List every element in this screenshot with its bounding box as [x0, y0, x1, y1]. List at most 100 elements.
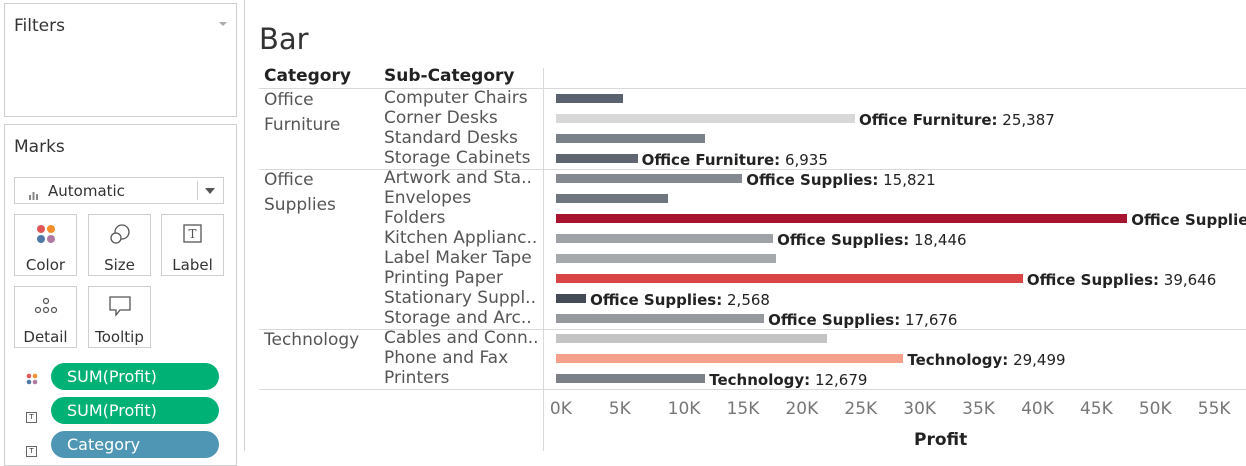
- x-tick-label: 45K: [1079, 399, 1113, 419]
- bar-label-value: 6,935: [780, 151, 828, 169]
- field-pill-category-label[interactable]: Category: [51, 431, 219, 458]
- marks-card: Marks Automatic Color Size T: [4, 124, 237, 466]
- color-icon: [26, 370, 38, 389]
- bar-mark[interactable]: [555, 114, 855, 123]
- filters-shelf[interactable]: Filters: [4, 3, 237, 117]
- subcategory-label[interactable]: Storage and Arc..: [384, 308, 532, 328]
- group-separator: [259, 389, 1246, 390]
- subcategory-label[interactable]: Label Maker Tape: [384, 248, 532, 268]
- bar-data-label: Office Supplies: 39,646: [1027, 271, 1216, 289]
- bar-mark[interactable]: [555, 314, 765, 323]
- bar-data-label: Office Supplies: 15,821: [746, 171, 935, 189]
- subcategory-label[interactable]: Phone and Fax: [384, 348, 509, 368]
- subcategory-label[interactable]: Standard Desks: [384, 128, 518, 148]
- subcategory-header[interactable]: Sub-Category: [384, 66, 515, 86]
- bar-mark[interactable]: [555, 374, 706, 383]
- mark-type-value: Automatic: [48, 182, 125, 200]
- subcategory-label[interactable]: Folders: [384, 208, 446, 228]
- x-tick-label: 55K: [1197, 399, 1231, 419]
- bar-mark[interactable]: [555, 234, 774, 243]
- label-button[interactable]: T Label: [161, 214, 224, 276]
- category-header[interactable]: Category: [264, 66, 351, 86]
- bar-data-label: Office Supplies: 18,446: [777, 231, 966, 249]
- worksheet-view: Bar Category Sub-Category Profit Office …: [244, 0, 1246, 451]
- size-button[interactable]: Size: [88, 214, 151, 276]
- subcategory-label[interactable]: Computer Chairs: [384, 88, 528, 108]
- mark-type-dropdown[interactable]: Automatic: [14, 177, 224, 204]
- bar-label-value: 25,387: [997, 111, 1055, 129]
- sidebar: Filters Marks Automatic Color Size: [0, 0, 241, 466]
- tooltip-button-label: Tooltip: [95, 328, 144, 346]
- color-button-label: Color: [25, 256, 66, 274]
- bar-mark[interactable]: [555, 134, 706, 143]
- x-tick-label: 35K: [962, 399, 995, 419]
- field-pill-sum-profit-color[interactable]: SUM(Profit): [51, 363, 219, 390]
- subcategory-label[interactable]: Cables and Conn..: [384, 328, 539, 348]
- bar-data-label: Office Supplies:: [1131, 211, 1246, 229]
- worksheet-title: Bar: [259, 22, 309, 56]
- marks-title: Marks: [14, 137, 65, 157]
- bar-label-category: Office Supplies:: [768, 311, 901, 329]
- bar-label-category: Technology:: [709, 371, 811, 389]
- pane-left-border: [542, 68, 544, 451]
- subcategory-label[interactable]: Envelopes: [384, 188, 472, 208]
- label-icon: T: [162, 223, 223, 245]
- bar-label-value: 18,446: [909, 231, 967, 249]
- x-tick-label: 5K: [608, 399, 631, 419]
- subcategory-label[interactable]: Printing Paper: [384, 268, 503, 288]
- x-tick-label: 15K: [726, 399, 760, 419]
- bar-data-label: Office Furniture: 25,387: [859, 111, 1055, 129]
- bar-label-value: 15,821: [878, 171, 936, 189]
- bar-label-category: Technology:: [907, 351, 1009, 369]
- tooltip-button[interactable]: Tooltip: [88, 286, 151, 348]
- subcategory-label[interactable]: Kitchen Applianc..: [384, 228, 538, 248]
- category-label[interactable]: Office Furniture: [264, 90, 341, 135]
- pill-row-category: T Category: [14, 431, 229, 458]
- filters-menu-caret-icon[interactable]: [219, 22, 227, 26]
- bar-mark[interactable]: [555, 294, 587, 303]
- field-pill-sum-profit-label[interactable]: SUM(Profit): [51, 397, 219, 424]
- bar-mark[interactable]: [555, 194, 668, 203]
- bar-label-category: Office Supplies:: [777, 231, 910, 249]
- detail-button[interactable]: Detail: [14, 286, 77, 348]
- x-tick-label: 10K: [667, 399, 701, 419]
- svg-text:T: T: [188, 227, 196, 241]
- dropdown-divider: [197, 181, 198, 200]
- bar-mark[interactable]: [555, 214, 1128, 223]
- bar-chart-icon: [29, 186, 39, 204]
- category-label[interactable]: Technology: [264, 330, 360, 350]
- color-button[interactable]: Color: [14, 214, 77, 276]
- bar-data-label: Office Supplies: 17,676: [768, 311, 957, 329]
- size-button-label: Size: [104, 256, 135, 274]
- bar-mark[interactable]: [555, 254, 777, 263]
- bar-label-category: Office Furniture:: [858, 111, 998, 129]
- bar-data-label: Technology: 29,499: [907, 351, 1065, 369]
- chevron-down-icon[interactable]: [205, 188, 215, 194]
- group-separator: [259, 329, 1246, 330]
- size-icon: [89, 223, 150, 245]
- subcategory-label[interactable]: Stationary Suppl..: [384, 288, 536, 308]
- x-tick-label: 25K: [844, 399, 878, 419]
- bar-label-category: Office Supplies:: [746, 171, 879, 189]
- pill-row-color: SUM(Profit): [14, 363, 229, 390]
- x-tick-label: 40K: [1021, 399, 1054, 419]
- category-label[interactable]: Office Supplies: [264, 170, 336, 215]
- label-button-label: Label: [172, 256, 213, 274]
- bar-mark[interactable]: [555, 154, 638, 163]
- x-tick-label: 20K: [785, 399, 819, 419]
- bar-mark[interactable]: [555, 174, 743, 183]
- bar-label-category: Office Supplies:: [1026, 271, 1160, 289]
- pill-row-label: T SUM(Profit): [14, 397, 229, 424]
- bar-mark[interactable]: [555, 274, 1023, 283]
- bar-mark[interactable]: [555, 334, 827, 343]
- detail-icon: [15, 295, 76, 317]
- subcategory-label[interactable]: Corner Desks: [384, 108, 498, 128]
- subcategory-label[interactable]: Printers: [384, 368, 450, 388]
- group-separator: [259, 169, 1246, 170]
- bar-mark[interactable]: [555, 94, 624, 103]
- detail-button-label: Detail: [23, 328, 68, 346]
- subcategory-label[interactable]: Artwork and Sta..: [384, 168, 532, 188]
- bar-mark[interactable]: [555, 354, 904, 363]
- label-icon: T: [26, 438, 37, 457]
- subcategory-label[interactable]: Storage Cabinets: [384, 148, 531, 168]
